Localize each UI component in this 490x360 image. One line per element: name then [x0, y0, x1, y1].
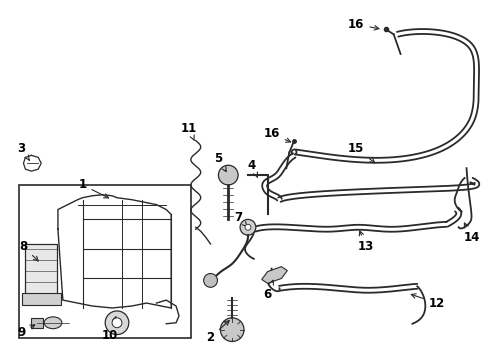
- Circle shape: [112, 318, 122, 328]
- Circle shape: [219, 165, 238, 185]
- Ellipse shape: [44, 317, 62, 329]
- Circle shape: [220, 318, 244, 342]
- Circle shape: [245, 224, 251, 230]
- Polygon shape: [262, 267, 287, 283]
- Text: 12: 12: [411, 294, 445, 310]
- Text: 2: 2: [206, 320, 229, 344]
- Circle shape: [240, 219, 256, 235]
- Bar: [22, 293, 61, 305]
- Text: 15: 15: [348, 142, 375, 163]
- Bar: [25, 244, 57, 298]
- Circle shape: [204, 274, 218, 287]
- Text: 8: 8: [19, 240, 38, 261]
- Text: 9: 9: [17, 325, 35, 339]
- Text: 4: 4: [248, 159, 257, 177]
- Text: 13: 13: [358, 231, 374, 253]
- Text: 10: 10: [102, 317, 118, 342]
- Text: 11: 11: [181, 122, 197, 141]
- Text: 6: 6: [264, 280, 273, 301]
- Text: 3: 3: [18, 142, 29, 160]
- Text: 16: 16: [264, 127, 291, 142]
- Text: 16: 16: [348, 18, 379, 31]
- Text: 14: 14: [463, 223, 480, 244]
- Text: 1: 1: [78, 179, 108, 198]
- Bar: [19, 185, 191, 338]
- Text: 7: 7: [234, 211, 247, 226]
- Circle shape: [105, 311, 129, 334]
- Bar: [31, 318, 43, 328]
- Text: 5: 5: [214, 152, 226, 172]
